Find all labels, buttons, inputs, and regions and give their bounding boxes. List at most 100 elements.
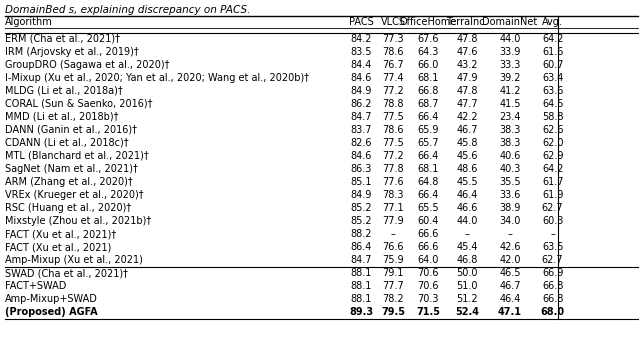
Text: 71.5: 71.5 <box>416 307 440 317</box>
Text: 85.2: 85.2 <box>350 216 372 226</box>
Text: 63.5: 63.5 <box>542 242 563 252</box>
Text: 88.1: 88.1 <box>350 268 372 278</box>
Text: 86.3: 86.3 <box>350 164 372 174</box>
Text: 62.7: 62.7 <box>542 203 563 213</box>
Text: 77.8: 77.8 <box>382 164 404 174</box>
Text: 66.0: 66.0 <box>417 60 439 70</box>
Text: 77.4: 77.4 <box>382 73 404 83</box>
Text: Amp-Mixup (Xu et al., 2021): Amp-Mixup (Xu et al., 2021) <box>5 255 143 265</box>
Text: 45.5: 45.5 <box>456 177 478 187</box>
Text: 45.6: 45.6 <box>456 151 478 161</box>
Text: –: – <box>550 229 555 239</box>
Text: 61.7: 61.7 <box>542 177 563 187</box>
Text: 68.0: 68.0 <box>541 307 564 317</box>
Text: 83.7: 83.7 <box>350 125 372 135</box>
Text: 64.0: 64.0 <box>417 255 439 265</box>
Text: 64.8: 64.8 <box>417 177 439 187</box>
Text: DANN (Ganin et al., 2016)†: DANN (Ganin et al., 2016)† <box>5 125 137 135</box>
Text: 63.4: 63.4 <box>542 73 563 83</box>
Text: I-Mixup (Xu et al., 2020; Yan et al., 2020; Wang et al., 2020b)†: I-Mixup (Xu et al., 2020; Yan et al., 20… <box>5 73 309 83</box>
Text: 33.9: 33.9 <box>499 47 521 57</box>
Text: 44.0: 44.0 <box>499 34 521 44</box>
Text: 38.3: 38.3 <box>499 125 521 135</box>
Text: 64.3: 64.3 <box>417 47 439 57</box>
Text: 66.8: 66.8 <box>542 294 563 304</box>
Text: 47.1: 47.1 <box>498 307 522 317</box>
Text: 47.7: 47.7 <box>456 99 478 109</box>
Text: 77.6: 77.6 <box>382 177 404 187</box>
Text: Avg.: Avg. <box>542 17 563 27</box>
Text: 82.6: 82.6 <box>350 138 372 148</box>
Text: 78.3: 78.3 <box>382 190 404 200</box>
Text: 89.3: 89.3 <box>349 307 373 317</box>
Text: Amp-Mixup+SWAD: Amp-Mixup+SWAD <box>5 294 98 304</box>
Text: 38.9: 38.9 <box>499 203 521 213</box>
Text: 78.6: 78.6 <box>382 47 404 57</box>
Text: 65.7: 65.7 <box>417 138 439 148</box>
Text: 88.1: 88.1 <box>350 281 372 291</box>
Text: VREx (Krueger et al., 2020)†: VREx (Krueger et al., 2020)† <box>5 190 144 200</box>
Text: 35.5: 35.5 <box>499 177 521 187</box>
Text: DomainNet: DomainNet <box>483 17 538 27</box>
Text: –: – <box>390 229 396 239</box>
Text: 38.3: 38.3 <box>499 138 521 148</box>
Text: VLCS: VLCS <box>380 17 406 27</box>
Text: 46.6: 46.6 <box>456 203 478 213</box>
Text: 62.7: 62.7 <box>542 255 563 265</box>
Text: 65.9: 65.9 <box>417 125 439 135</box>
Text: 66.4: 66.4 <box>417 112 439 122</box>
Text: 66.6: 66.6 <box>417 242 439 252</box>
Text: 84.2: 84.2 <box>350 34 372 44</box>
Text: 47.8: 47.8 <box>456 34 478 44</box>
Text: 41.5: 41.5 <box>499 99 521 109</box>
Text: 61.6: 61.6 <box>542 47 563 57</box>
Text: 66.8: 66.8 <box>542 281 563 291</box>
Text: 68.1: 68.1 <box>417 164 439 174</box>
Text: 46.7: 46.7 <box>499 281 521 291</box>
Text: 48.6: 48.6 <box>456 164 478 174</box>
Text: SagNet (Nam et al., 2021)†: SagNet (Nam et al., 2021)† <box>5 164 138 174</box>
Text: 62.0: 62.0 <box>542 138 563 148</box>
Text: MLDG (Li et al., 2018a)†: MLDG (Li et al., 2018a)† <box>5 86 123 96</box>
Text: 45.8: 45.8 <box>456 138 478 148</box>
Text: 46.4: 46.4 <box>456 190 478 200</box>
Text: 70.6: 70.6 <box>417 268 439 278</box>
Text: 42.2: 42.2 <box>456 112 478 122</box>
Text: 62.6: 62.6 <box>542 125 563 135</box>
Text: 42.0: 42.0 <box>499 255 521 265</box>
Text: 68.7: 68.7 <box>417 99 439 109</box>
Text: DomainBed s, explaining discrepancy on PACS.: DomainBed s, explaining discrepancy on P… <box>5 5 250 15</box>
Text: 88.2: 88.2 <box>350 229 372 239</box>
Text: 63.6: 63.6 <box>542 86 563 96</box>
Text: Algorithm: Algorithm <box>5 17 53 27</box>
Text: 33.3: 33.3 <box>499 60 521 70</box>
Text: 76.7: 76.7 <box>382 60 404 70</box>
Text: 44.0: 44.0 <box>456 216 478 226</box>
Text: 66.8: 66.8 <box>417 86 439 96</box>
Text: GroupDRO (Sagawa et al., 2020)†: GroupDRO (Sagawa et al., 2020)† <box>5 60 170 70</box>
Text: 77.7: 77.7 <box>382 281 404 291</box>
Text: 66.9: 66.9 <box>542 268 563 278</box>
Text: 47.6: 47.6 <box>456 47 478 57</box>
Text: 84.9: 84.9 <box>350 190 372 200</box>
Text: 84.4: 84.4 <box>350 60 372 70</box>
Text: (Proposed) AGFA: (Proposed) AGFA <box>5 307 98 317</box>
Text: 66.6: 66.6 <box>417 229 439 239</box>
Text: 84.7: 84.7 <box>350 112 372 122</box>
Text: 50.0: 50.0 <box>456 268 478 278</box>
Text: FACT (Xu et al., 2021)†: FACT (Xu et al., 2021)† <box>5 229 116 239</box>
Text: 47.8: 47.8 <box>456 86 478 96</box>
Text: 68.1: 68.1 <box>417 73 439 83</box>
Text: 65.5: 65.5 <box>417 203 439 213</box>
Text: 46.8: 46.8 <box>456 255 478 265</box>
Text: FACT+SWAD: FACT+SWAD <box>5 281 67 291</box>
Text: 47.9: 47.9 <box>456 73 478 83</box>
Text: 51.0: 51.0 <box>456 281 478 291</box>
Text: 60.4: 60.4 <box>417 216 439 226</box>
Text: 40.6: 40.6 <box>499 151 521 161</box>
Text: 86.4: 86.4 <box>350 242 372 252</box>
Text: 77.5: 77.5 <box>382 138 404 148</box>
Text: 66.4: 66.4 <box>417 151 439 161</box>
Text: 41.2: 41.2 <box>499 86 521 96</box>
Text: 79.1: 79.1 <box>382 268 404 278</box>
